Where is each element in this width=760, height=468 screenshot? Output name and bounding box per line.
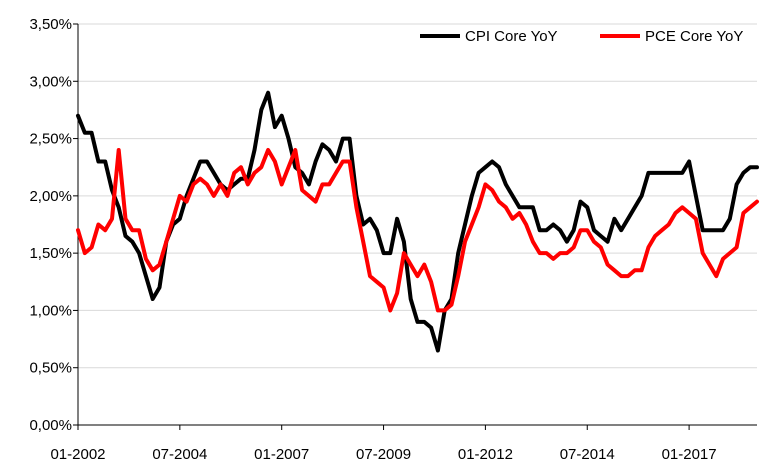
y-tick-label-1: 0,50% <box>29 360 72 377</box>
series-lines <box>76 90 759 353</box>
y-tick-label-2: 1,00% <box>29 302 72 319</box>
y-tick-label-4: 2,00% <box>29 188 72 205</box>
y-tick-label-6: 3,00% <box>29 73 72 90</box>
x-tick-label-2: 01-2007 <box>254 446 309 463</box>
series-line-cpi-core <box>76 90 759 353</box>
y-tick-labels: 0,00% 0,50% 1,00% 1,50% 2,00% 2,50% 3,00% 3,50% <box>29 16 78 434</box>
x-tick-labels: 01-2002 07-2004 01-2007 07-2009 01-2012 07-20… <box>50 425 717 463</box>
y-tick-label-0: 0,00% <box>29 417 72 434</box>
y-tick-label-3: 1,50% <box>29 245 72 262</box>
y-tick-label-5: 2,50% <box>29 131 72 148</box>
x-tick-label-3: 07-2009 <box>356 446 411 463</box>
series-line-pce-core <box>76 148 759 313</box>
x-tick-label-6: 01-2017 <box>662 446 717 463</box>
gridlines <box>78 23 757 369</box>
x-tick-label-4: 01-2012 <box>458 446 513 463</box>
x-tick-label-1: 07-2004 <box>152 446 207 463</box>
legend-label-cpi-core: CPI Core YoY <box>465 28 558 45</box>
legend: CPI Core YoY PCE Core YoY <box>420 28 743 45</box>
legend-label-pce-core: PCE Core YoY <box>645 28 743 45</box>
x-tick-label-0: 01-2002 <box>50 446 105 463</box>
x-tick-label-5: 07-2014 <box>560 446 615 463</box>
y-tick-label-7: 3,50% <box>29 16 72 33</box>
